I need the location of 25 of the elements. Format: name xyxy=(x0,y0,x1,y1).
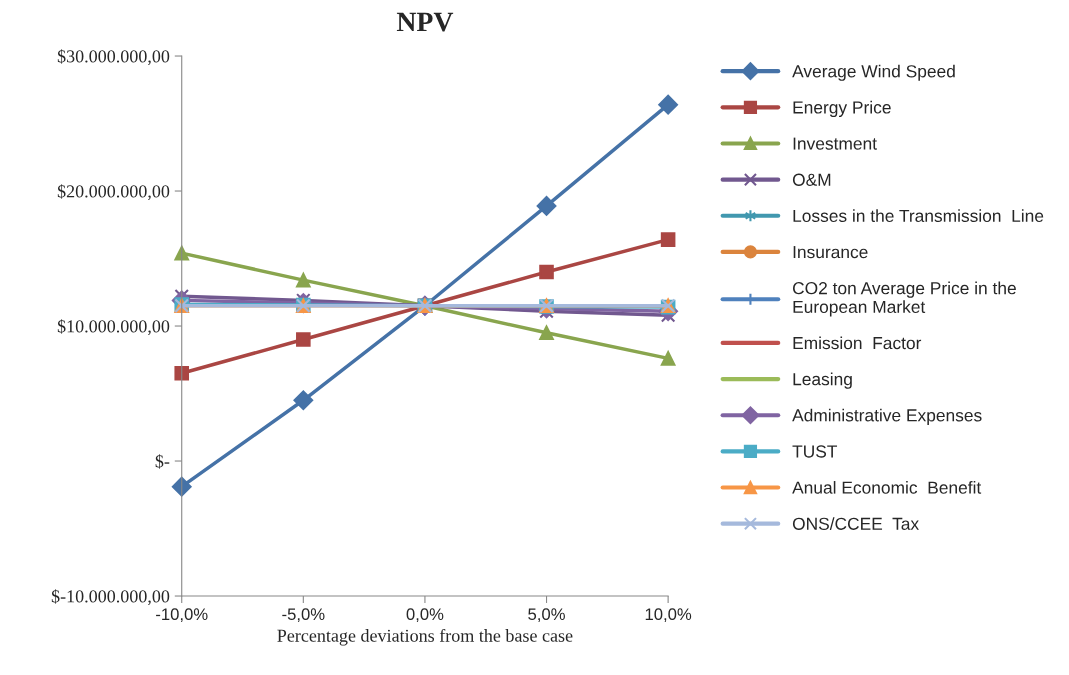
legend-label: ONS/CCEE Tax xyxy=(792,517,919,530)
legend-label: CO2 ton Average Price in the European Market xyxy=(792,281,1016,317)
y-tick-label: $10.000.000,00 xyxy=(57,319,170,336)
legend-label: Investment xyxy=(793,137,877,150)
legend-label: O&M xyxy=(792,173,831,186)
legend-label: Anual Economic Benefit xyxy=(792,481,982,494)
legend-label: Administrative Expenses xyxy=(792,408,982,425)
x-tick-label: 5,0% xyxy=(528,608,565,623)
chart-title: NPV xyxy=(396,12,454,32)
y-tick-label: $-10.000.000,00 xyxy=(51,589,170,606)
y-tick-label: $- xyxy=(155,454,170,469)
y-tick-label: $20.000.000,00 xyxy=(57,184,170,201)
x-tick-label: -5,0% xyxy=(282,608,325,623)
x-axis-title: Percentage deviations from the base case xyxy=(277,628,573,646)
x-tick-label: 10,0% xyxy=(645,608,692,623)
x-tick-label: -10,0% xyxy=(156,608,208,623)
legend-label: Energy Price xyxy=(793,100,891,118)
x-tick-label: 0,0% xyxy=(406,608,444,623)
legend-label: Emission Factor xyxy=(793,336,922,350)
legend-label: Losses in the Transmission Line xyxy=(793,209,1044,223)
legend-label: TUST xyxy=(792,445,838,458)
legend-label: Average Wind Speed xyxy=(792,64,955,81)
legend-label: Leasing xyxy=(793,372,852,389)
legend-label: Insurance xyxy=(793,246,868,259)
y-tick-label: $30.000.000,00 xyxy=(57,49,170,66)
